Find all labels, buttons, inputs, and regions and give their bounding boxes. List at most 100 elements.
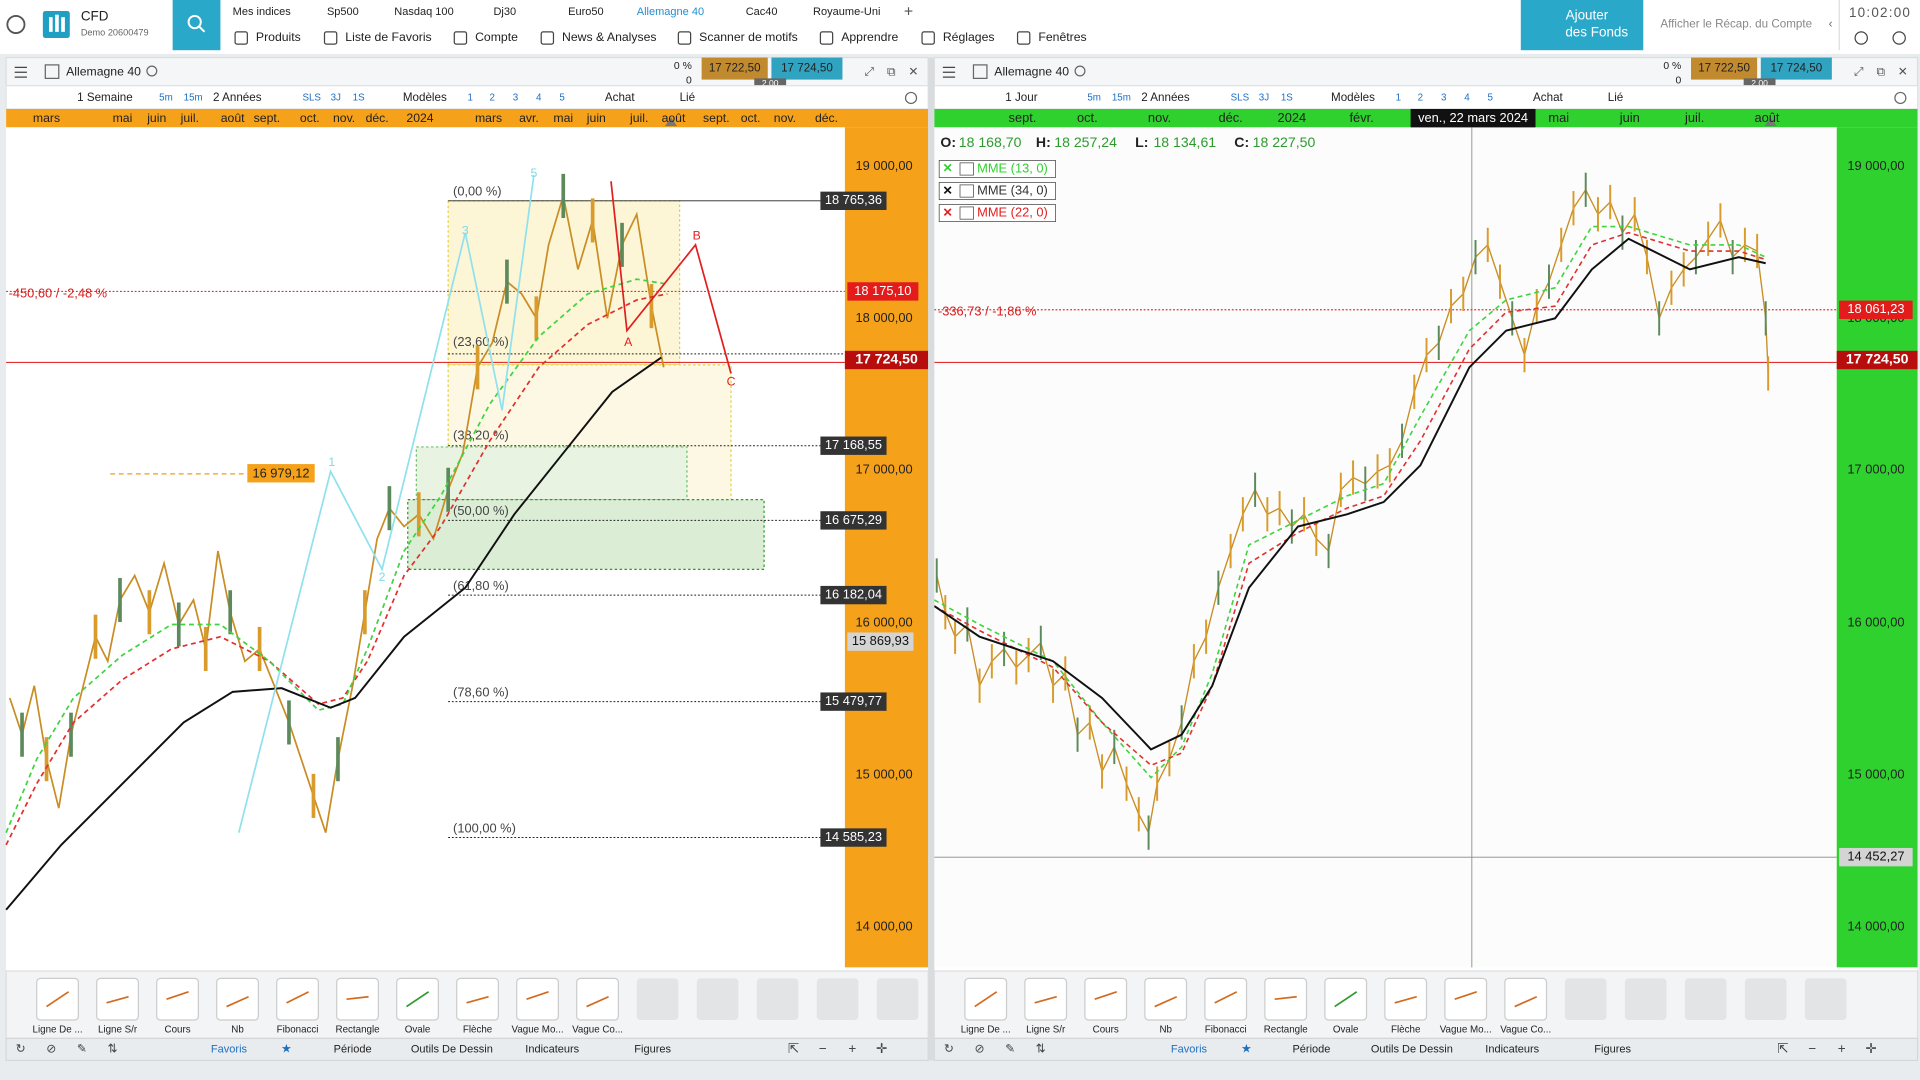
buy-box[interactable] xyxy=(1760,57,1832,80)
quick-period[interactable]: 1S xyxy=(353,93,365,104)
tab[interactable]: Favoris xyxy=(1171,1043,1208,1055)
nav-index[interactable]: Royaume-Uni xyxy=(813,6,880,18)
layout-number[interactable]: 2 xyxy=(1418,93,1423,104)
zoom-icon[interactable]: ⇱ xyxy=(788,1041,799,1056)
sell-box[interactable] xyxy=(701,57,768,80)
buy-box[interactable] xyxy=(771,57,843,80)
tool-label[interactable]: Cours xyxy=(1093,1024,1119,1035)
tool-button[interactable] xyxy=(1264,977,1308,1021)
indicator-remove[interactable]: ✕ xyxy=(943,205,953,219)
tool-label[interactable]: Fibonacci xyxy=(1205,1024,1247,1035)
nav-index[interactable]: Allemagne 40 xyxy=(637,6,704,18)
nav-index[interactable]: Sp500 xyxy=(327,6,359,18)
tool-label[interactable]: Ligne De ... xyxy=(961,1024,1011,1035)
tab[interactable]: Période xyxy=(1292,1043,1330,1055)
window-control[interactable]: ✕ xyxy=(908,64,918,78)
user-icon[interactable] xyxy=(6,15,26,34)
nav-index[interactable]: Cac40 xyxy=(746,6,778,18)
sell-price[interactable]: 17 722,50 xyxy=(709,62,761,75)
nav-menu[interactable]: Compte xyxy=(475,30,518,44)
tab[interactable]: Outils De Dessin xyxy=(1371,1043,1453,1055)
tool-label[interactable]: Vague Co... xyxy=(1500,1024,1551,1035)
power-icon[interactable] xyxy=(1892,31,1906,45)
indicator-remove[interactable]: ✕ xyxy=(943,161,953,175)
add-funds[interactable]: des Fonds xyxy=(1565,25,1628,40)
indicator-toggle[interactable] xyxy=(959,162,974,176)
tool-label[interactable]: Nb xyxy=(231,1024,244,1035)
buy-price[interactable]: 17 724,50 xyxy=(1770,62,1822,75)
collapse[interactable]: ‹ xyxy=(1829,18,1833,31)
tool-button[interactable] xyxy=(1084,977,1128,1021)
nav-index[interactable]: Nasdaq 100 xyxy=(394,6,453,18)
layout-number[interactable]: 4 xyxy=(536,93,542,104)
buy-price[interactable]: 17 724,50 xyxy=(781,62,833,75)
nav-index[interactable]: Mes indices xyxy=(233,6,292,18)
nav-menu[interactable]: Fenêtres xyxy=(1038,30,1086,44)
quick-period[interactable]: SLS xyxy=(302,93,321,104)
settings-icon[interactable] xyxy=(1894,91,1907,105)
period[interactable]: 1 Jour xyxy=(1005,91,1037,104)
nav-menu[interactable]: Réglages xyxy=(943,30,995,44)
quick-period[interactable]: 3J xyxy=(331,93,341,104)
window-control[interactable]: ⤢ xyxy=(1853,64,1864,78)
tool-label[interactable]: Fibonacci xyxy=(277,1024,319,1035)
tool-button[interactable] xyxy=(1204,977,1248,1021)
tool-button[interactable] xyxy=(216,977,259,1021)
search-icon[interactable] xyxy=(146,65,158,77)
range[interactable]: 2 Années xyxy=(1141,91,1190,104)
tool-label[interactable]: Flèche xyxy=(463,1024,492,1035)
tool-label[interactable]: Nb xyxy=(1159,1024,1172,1035)
tab[interactable]: Favoris xyxy=(211,1043,248,1055)
quick-period[interactable]: 3J xyxy=(1259,93,1269,104)
settings-icon[interactable] xyxy=(904,91,918,105)
tab-icon[interactable]: ↻ xyxy=(16,1042,26,1056)
tool-button[interactable] xyxy=(576,977,619,1021)
templates[interactable]: Modèles xyxy=(1331,91,1375,104)
layout-number[interactable]: 2 xyxy=(490,93,495,104)
info-icon[interactable] xyxy=(1854,31,1868,45)
indicator-toggle[interactable] xyxy=(959,184,974,198)
tool-button[interactable] xyxy=(1444,977,1488,1021)
buy-mode[interactable]: Achat xyxy=(1533,91,1563,104)
window-control[interactable]: ⧉ xyxy=(1876,64,1885,78)
tab-icon[interactable]: ⇅ xyxy=(108,1042,118,1056)
zoom-icon[interactable]: + xyxy=(848,1041,856,1056)
nav-index[interactable]: Euro50 xyxy=(568,6,604,18)
nav-index[interactable]: Dj30 xyxy=(493,6,516,18)
interval[interactable]: 5m xyxy=(1087,93,1101,104)
search-icon[interactable] xyxy=(1074,65,1086,77)
window-control[interactable]: ✕ xyxy=(1898,64,1908,78)
nav-menu[interactable]: Scanner de motifs xyxy=(699,30,798,44)
layout-number[interactable]: 5 xyxy=(1487,93,1493,104)
layout-number[interactable]: 5 xyxy=(559,93,565,104)
quick-period[interactable]: 1S xyxy=(1281,93,1293,104)
zoom-icon[interactable]: ⇱ xyxy=(1777,1041,1788,1056)
tab-icon[interactable]: ⊘ xyxy=(974,1042,984,1056)
period[interactable]: 1 Semaine xyxy=(77,91,133,104)
search-button[interactable] xyxy=(172,0,221,51)
range[interactable]: 2 Années xyxy=(213,91,262,104)
sell-box[interactable] xyxy=(1691,57,1758,80)
chart-icon[interactable] xyxy=(972,64,988,79)
tool-button[interactable] xyxy=(516,977,559,1021)
add-tab[interactable]: + xyxy=(904,3,913,20)
tab[interactable]: Indicateurs xyxy=(525,1043,579,1055)
tab-icon[interactable]: ⇅ xyxy=(1036,1042,1046,1056)
tool-button[interactable] xyxy=(1504,977,1548,1021)
tool-label[interactable]: Vague Co... xyxy=(572,1024,623,1035)
window-control[interactable]: ⧉ xyxy=(887,64,896,78)
menu-icon[interactable] xyxy=(14,66,27,78)
tab-icon[interactable]: ✎ xyxy=(1005,1042,1015,1056)
nav-menu[interactable]: Liste de Favoris xyxy=(345,30,431,44)
zoom-icon[interactable]: + xyxy=(1838,1041,1846,1056)
nav-menu[interactable]: News & Analyses xyxy=(562,30,657,44)
zoom-icon[interactable]: − xyxy=(1808,1041,1816,1056)
templates[interactable]: Modèles xyxy=(403,91,447,104)
tab[interactable]: Indicateurs xyxy=(1485,1043,1539,1055)
indicator-remove[interactable]: ✕ xyxy=(943,183,953,197)
tool-label[interactable]: Vague Mo... xyxy=(1440,1024,1492,1035)
chart-icon[interactable] xyxy=(44,64,60,79)
layout-number[interactable]: 1 xyxy=(467,93,472,104)
tool-label[interactable]: Rectangle xyxy=(336,1024,380,1035)
tool-label[interactable]: Ligne S/r xyxy=(98,1024,138,1035)
